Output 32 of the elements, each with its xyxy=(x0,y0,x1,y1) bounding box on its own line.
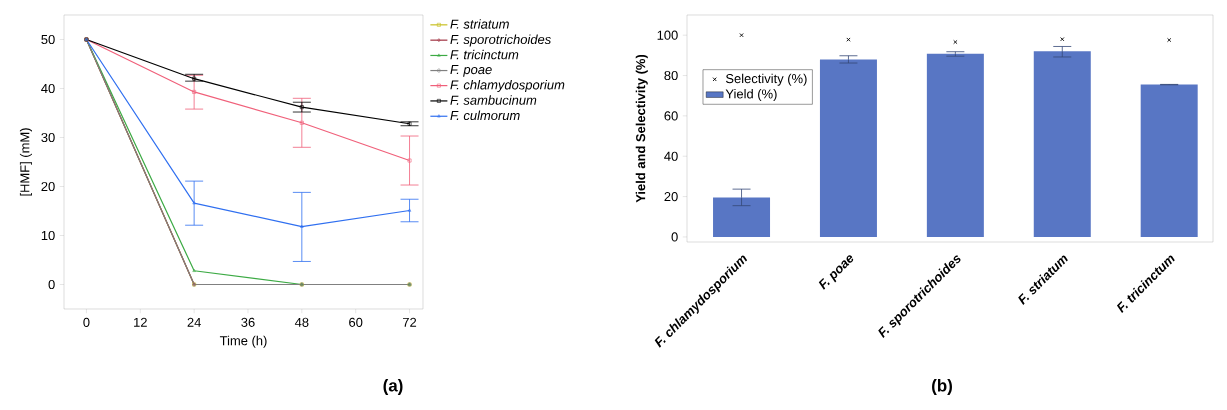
legend-label: F. sporotrichoides xyxy=(450,34,551,47)
y-axis-title: Yield and Selectivity (%) xyxy=(635,54,648,203)
x-axis-title: Time (h) xyxy=(219,335,267,348)
y-tick-label: 40 xyxy=(664,151,678,161)
legend-label: F. poae xyxy=(450,65,492,77)
y-tick-label: 20 xyxy=(664,192,678,202)
legend-label: Yield (%) xyxy=(725,88,777,102)
y-tick-label: 60 xyxy=(664,111,678,121)
y-tick-label: 30 xyxy=(41,132,55,143)
legend-label: F. sambucinum xyxy=(450,95,537,105)
legend-label: F. striatum xyxy=(450,19,509,29)
legend-label: F. chlamydosporium xyxy=(450,79,565,93)
y-tick-label: 100 xyxy=(657,30,678,40)
y-tick-label: 50 xyxy=(41,34,55,45)
x-tick-label: 60 xyxy=(349,317,363,327)
x-tick-label: 12 xyxy=(134,317,147,327)
legend-label: F. culmorum xyxy=(450,110,520,121)
text: (a) xyxy=(383,379,403,395)
y-tick-label: 0 xyxy=(671,232,678,242)
x-tick-label: 36 xyxy=(241,317,255,327)
y-tick-label: 20 xyxy=(41,181,55,192)
y-tick-label: 10 xyxy=(41,230,55,241)
legend-label: F. tricinctum xyxy=(450,49,519,60)
text: (b) xyxy=(932,379,952,395)
y-axis-title: [HMF] (mM) xyxy=(19,128,32,196)
x-tick-label: 0 xyxy=(83,317,90,327)
x-tick-label: 48 xyxy=(294,317,309,327)
x-tick-label: 72 xyxy=(403,317,417,327)
y-tick-label: 80 xyxy=(664,70,678,81)
legend-label: Selectivity (%) xyxy=(725,73,807,86)
y-tick-label: 40 xyxy=(41,83,55,94)
x-tick-label: 24 xyxy=(187,317,201,327)
